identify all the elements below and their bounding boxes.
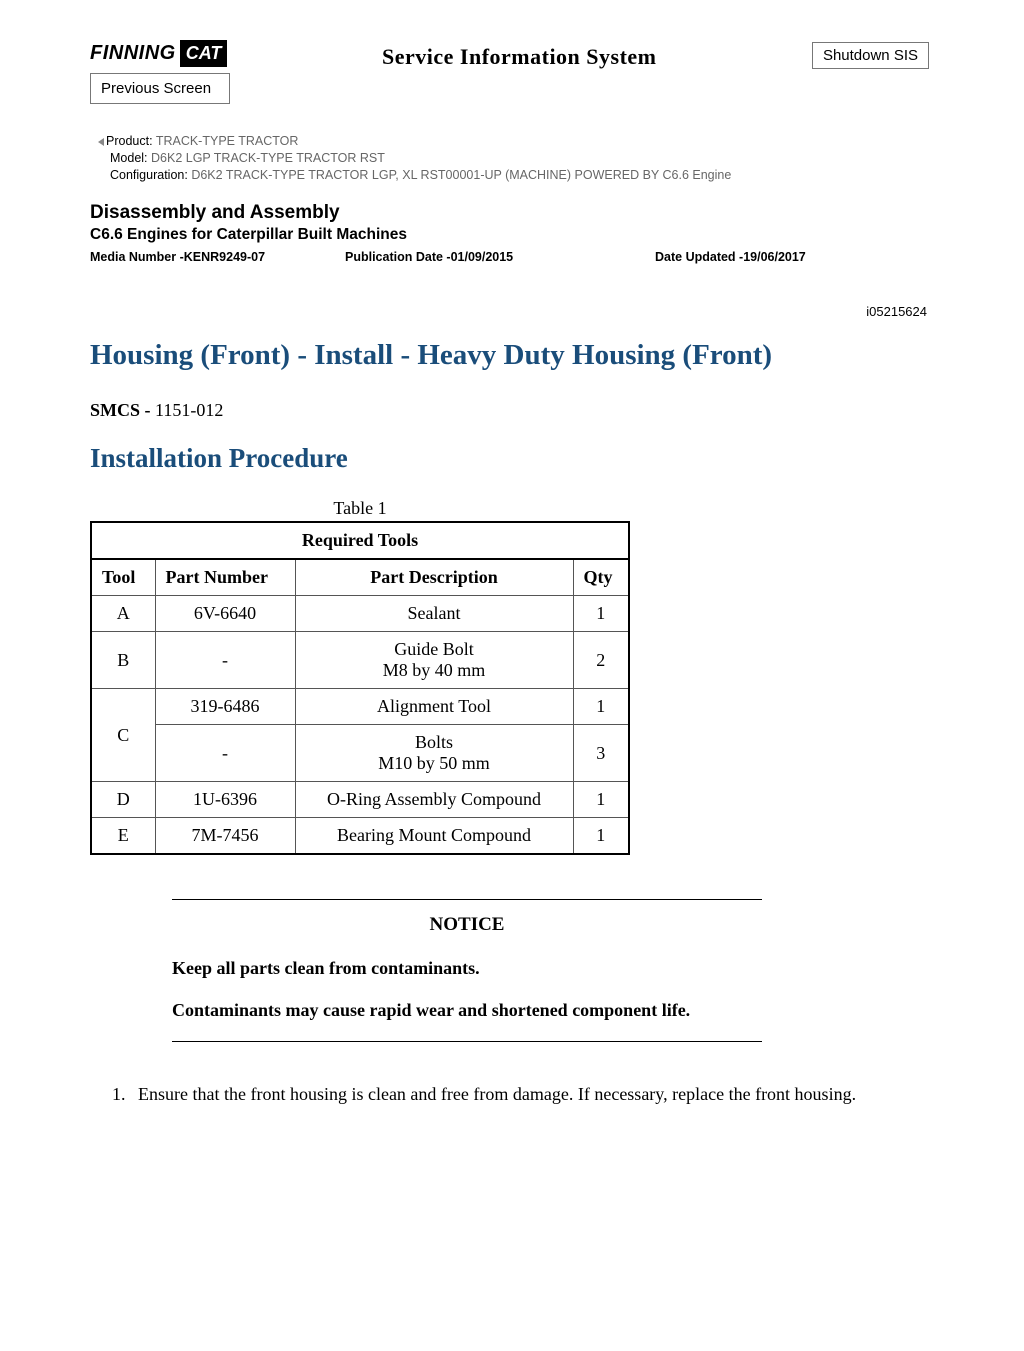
brand-logo: FINNING CAT	[90, 40, 230, 67]
cell-qty: 2	[573, 632, 629, 689]
procedure-title: Installation Procedure	[90, 443, 929, 474]
table-row: D1U-6396O-Ring Assembly Compound1	[91, 782, 629, 818]
previous-screen-button[interactable]: Previous Screen	[90, 73, 230, 104]
table-row: E7M-7456Bearing Mount Compound1	[91, 818, 629, 855]
cell-tool: D	[91, 782, 155, 818]
step-1: Ensure that the front housing is clean a…	[130, 1082, 929, 1106]
cell-desc: Bearing Mount Compound	[295, 818, 573, 855]
document-id: i05215624	[90, 304, 927, 319]
required-tools-table: Required Tools Tool Part Number Part Des…	[90, 521, 630, 855]
col-desc: Part Description	[295, 559, 573, 596]
section-subheading: C6.6 Engines for Caterpillar Built Machi…	[90, 226, 929, 244]
meta-config: Configuration: D6K2 TRACK-TYPE TRACTOR L…	[110, 168, 929, 182]
table-row: -BoltsM10 by 50 mm3	[91, 725, 629, 782]
product-meta: Product: TRACK-TYPE TRACTOR Model: D6K2 …	[90, 134, 929, 182]
cell-qty: 1	[573, 596, 629, 632]
section-heading: Disassembly and Assembly	[90, 202, 929, 224]
publication-date: Publication Date -01/09/2015	[345, 250, 655, 264]
system-title: Service Information System	[382, 44, 657, 70]
procedure-steps: Ensure that the front housing is clean a…	[90, 1082, 929, 1106]
cell-desc: Guide BoltM8 by 40 mm	[295, 632, 573, 689]
table-row: B-Guide BoltM8 by 40 mm2	[91, 632, 629, 689]
meta-product: Product: TRACK-TYPE TRACTOR	[98, 134, 929, 148]
date-updated: Date Updated -19/06/2017	[655, 250, 929, 264]
notice-line-1: Keep all parts clean from contaminants.	[172, 956, 762, 980]
logo-cat-text: CAT	[180, 40, 228, 67]
cell-part: -	[155, 725, 295, 782]
media-number: Media Number -KENR9249-07	[90, 250, 345, 264]
cell-desc: BoltsM10 by 50 mm	[295, 725, 573, 782]
shutdown-sis-button[interactable]: Shutdown SIS	[812, 42, 929, 69]
meta-model: Model: D6K2 LGP TRACK-TYPE TRACTOR RST	[110, 151, 929, 165]
cell-part: 319-6486	[155, 689, 295, 725]
table-caption: Table 1	[90, 498, 630, 519]
back-arrow-icon[interactable]	[98, 138, 104, 146]
cell-qty: 1	[573, 689, 629, 725]
cell-qty: 1	[573, 818, 629, 855]
table-row: C319-6486Alignment Tool1	[91, 689, 629, 725]
cell-qty: 3	[573, 725, 629, 782]
logo-block: FINNING CAT Previous Screen	[90, 40, 230, 104]
smcs-value: 1151-012	[155, 400, 223, 420]
col-part: Part Number	[155, 559, 295, 596]
notice-block: NOTICE Keep all parts clean from contami…	[172, 899, 762, 1042]
cell-tool: C	[91, 689, 155, 782]
header-bar: FINNING CAT Previous Screen Service Info…	[90, 40, 929, 104]
publication-row: Media Number -KENR9249-07 Publication Da…	[90, 250, 929, 264]
notice-rule-bottom	[172, 1041, 762, 1042]
table-row: A6V-6640Sealant1	[91, 596, 629, 632]
table-title: Required Tools	[91, 522, 629, 559]
smcs-line: SMCS - 1151-012	[90, 400, 929, 421]
cell-part: 7M-7456	[155, 818, 295, 855]
cell-qty: 1	[573, 782, 629, 818]
smcs-label: SMCS -	[90, 400, 151, 420]
cell-tool: E	[91, 818, 155, 855]
cell-part: 6V-6640	[155, 596, 295, 632]
article-title: Housing (Front) - Install - Heavy Duty H…	[90, 339, 929, 372]
notice-title: NOTICE	[172, 914, 762, 936]
cell-desc: Sealant	[295, 596, 573, 632]
cell-tool: A	[91, 596, 155, 632]
notice-rule-top	[172, 899, 762, 900]
col-qty: Qty	[573, 559, 629, 596]
col-tool: Tool	[91, 559, 155, 596]
cell-desc: O-Ring Assembly Compound	[295, 782, 573, 818]
cell-desc: Alignment Tool	[295, 689, 573, 725]
logo-finning-text: FINNING	[90, 42, 176, 65]
cell-part: -	[155, 632, 295, 689]
cell-tool: B	[91, 632, 155, 689]
cell-part: 1U-6396	[155, 782, 295, 818]
notice-line-2: Contaminants may cause rapid wear and sh…	[172, 998, 762, 1022]
